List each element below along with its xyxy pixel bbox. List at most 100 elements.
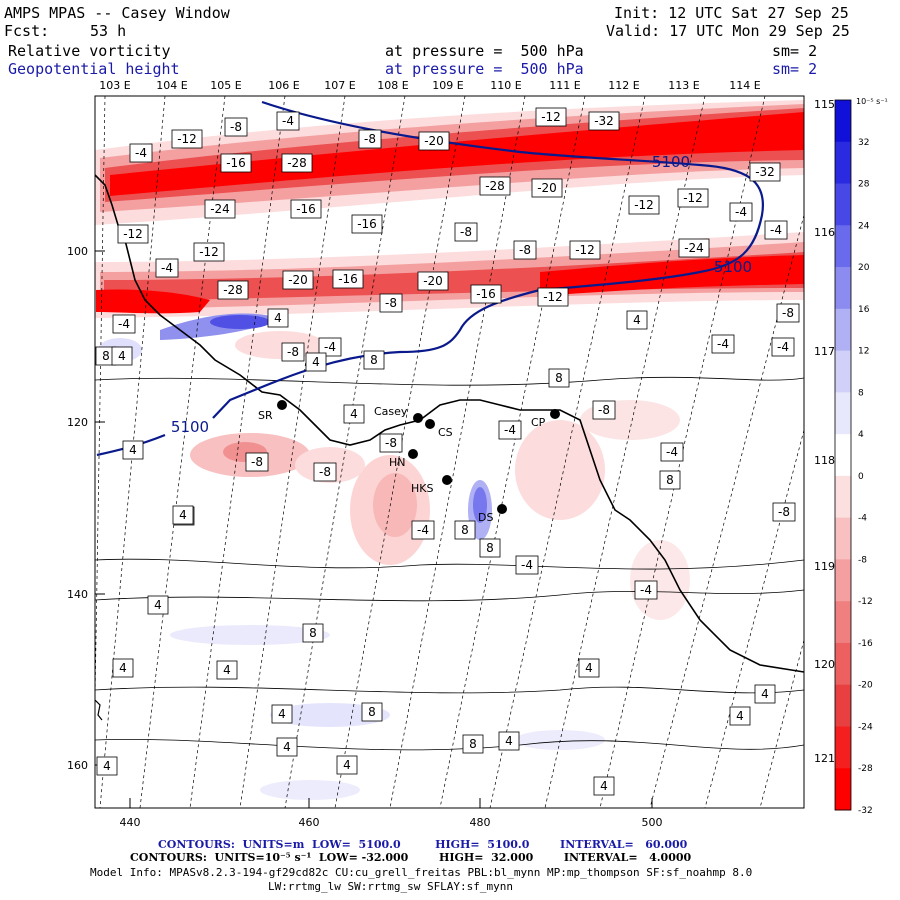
pos-vorticity-label: 4	[600, 779, 608, 793]
contour-label-box	[417, 271, 449, 291]
colorbar-swatch	[835, 183, 851, 226]
contour-label-box	[678, 238, 710, 258]
colorbar-label: 28	[858, 180, 870, 190]
longitude-label: 106 E	[268, 79, 299, 92]
colorbar-swatch	[835, 517, 851, 560]
neg-vorticity-label: -16	[357, 217, 377, 231]
pos-vorticity-label: 8	[486, 541, 494, 555]
contour-label-box	[351, 214, 383, 234]
longitude-label: 114 E	[729, 79, 760, 92]
contour-label-box	[267, 308, 289, 328]
x-tick-label: 480	[470, 816, 491, 829]
colorbar-swatch	[835, 684, 851, 727]
colorbar-swatch	[835, 642, 851, 686]
colorbar-swatch	[835, 100, 851, 143]
contour-label-box	[122, 440, 144, 460]
pos-vorticity-label: 4	[761, 687, 769, 701]
colorbar-swatch	[835, 475, 851, 519]
contour-label-box	[336, 755, 358, 775]
x-axis-ticks: 440 460 480 500	[120, 816, 663, 829]
neg-vorticity-label: -8	[364, 132, 376, 146]
pos-vorticity-label: 8	[309, 626, 317, 640]
pos-vorticity-patch	[260, 780, 360, 800]
coastline	[95, 174, 804, 673]
station-label: CP	[531, 416, 546, 429]
contour-label-box	[479, 176, 511, 196]
contour-label-box	[290, 199, 322, 219]
colorbar-swatch	[835, 267, 851, 310]
y-tick-label: 100	[67, 245, 88, 258]
x-tick-label: 500	[642, 816, 663, 829]
height-contour-label: 5100	[714, 258, 752, 276]
station-dot	[277, 400, 287, 410]
neg-vorticity-label: -12	[541, 110, 561, 124]
contour-label-box	[626, 310, 648, 330]
colorbar: 10⁻⁵ s⁻¹ 32 28 24 20 16 12 8 4 0 -4 -8 -12 -16 -20 -24 -…	[834, 97, 888, 816]
pos-vorticity-patch	[210, 315, 270, 329]
neg-vorticity-label: -4	[717, 337, 729, 351]
pos-vorticity-label: 8	[370, 353, 378, 367]
colorbar-label: -8	[858, 555, 867, 565]
neg-vorticity-label: -12	[543, 290, 563, 304]
contour-label-box	[498, 731, 520, 751]
neg-vorticity-label: -8	[287, 345, 299, 359]
pos-vorticity-label: 4	[505, 734, 513, 748]
colorbar-swatch	[835, 768, 851, 811]
height-contour-label: 5100	[171, 418, 209, 436]
longitude-label: 113 E	[668, 79, 699, 92]
footer-vorticity-contours: CONTOURS: UNITS=10⁻⁵ s⁻¹ LOW= -32.000 HI…	[130, 851, 692, 864]
pos-vorticity-label: 8	[555, 371, 563, 385]
x-tick-label: 460	[299, 816, 320, 829]
contour-label-box	[358, 129, 382, 149]
top-longitude-labels: 103 E 104 E 105 E 106 E 107 E 108 E 109 E 110 E…	[99, 79, 760, 92]
neg-vorticity-label: -4	[504, 423, 516, 437]
neg-vorticity-label: -8	[782, 306, 794, 320]
pos-vorticity-label: 4	[129, 443, 137, 457]
footer-model-info-2: LW:rrtmg_lw SW:rrtmg_sw SFLAY:sf_mynn	[268, 880, 514, 893]
forecast-label: Fcst:	[4, 22, 50, 40]
neg-vorticity-label: -32	[755, 165, 775, 179]
contour-label-box	[332, 269, 364, 289]
neg-vorticity-patch	[515, 420, 605, 520]
contour-label-box	[498, 420, 522, 440]
contour-label-box	[343, 404, 365, 424]
neg-vorticity-label: -16	[476, 287, 496, 301]
contour-label-box	[224, 117, 248, 137]
neg-vorticity-label: -4	[135, 146, 147, 160]
contour-label-box	[470, 284, 502, 304]
contour-label-box	[111, 346, 133, 366]
contour-label-box	[379, 433, 403, 453]
contour-label-box	[711, 334, 735, 354]
contour-label-box	[634, 580, 658, 600]
pos-vorticity-label: 4	[118, 349, 126, 363]
contour-label-box	[96, 756, 118, 776]
y-tick-label: 140	[67, 588, 88, 601]
neg-vorticity-band	[96, 289, 210, 314]
neg-vorticity-label: -8	[319, 465, 331, 479]
station-dot	[408, 449, 418, 459]
neg-vorticity-label: -28	[223, 283, 243, 297]
field2-level: at pressure = 500 hPa	[385, 60, 584, 78]
station-markers: SR Casey CS CP HN HKS DS	[258, 400, 560, 524]
contour-label-box	[305, 352, 327, 372]
contour-label-box	[535, 107, 567, 127]
contour-label-box	[462, 734, 484, 754]
height-contour-labels: 5100 5100 5100	[171, 153, 752, 436]
contour-label-box	[281, 342, 305, 362]
longitude-label: 105 E	[210, 79, 241, 92]
neg-vorticity-label: -8	[385, 296, 397, 310]
contour-label-box	[569, 240, 601, 260]
neg-vorticity-label: -20	[424, 134, 444, 148]
colorbar-label: 16	[858, 305, 870, 315]
contour-label-box	[361, 702, 383, 722]
station-label: DS	[478, 511, 493, 524]
contour-label-box	[548, 368, 570, 388]
colorbar-label: 4	[858, 430, 864, 440]
contour-label-box	[513, 240, 537, 260]
colorbar-units: 10⁻⁵ s⁻¹	[856, 97, 888, 106]
colorbar-label: 0	[858, 472, 864, 482]
contour-label-box	[271, 704, 293, 724]
pos-vorticity-label: 4	[223, 663, 231, 677]
colorbar-label: -24	[858, 722, 873, 732]
